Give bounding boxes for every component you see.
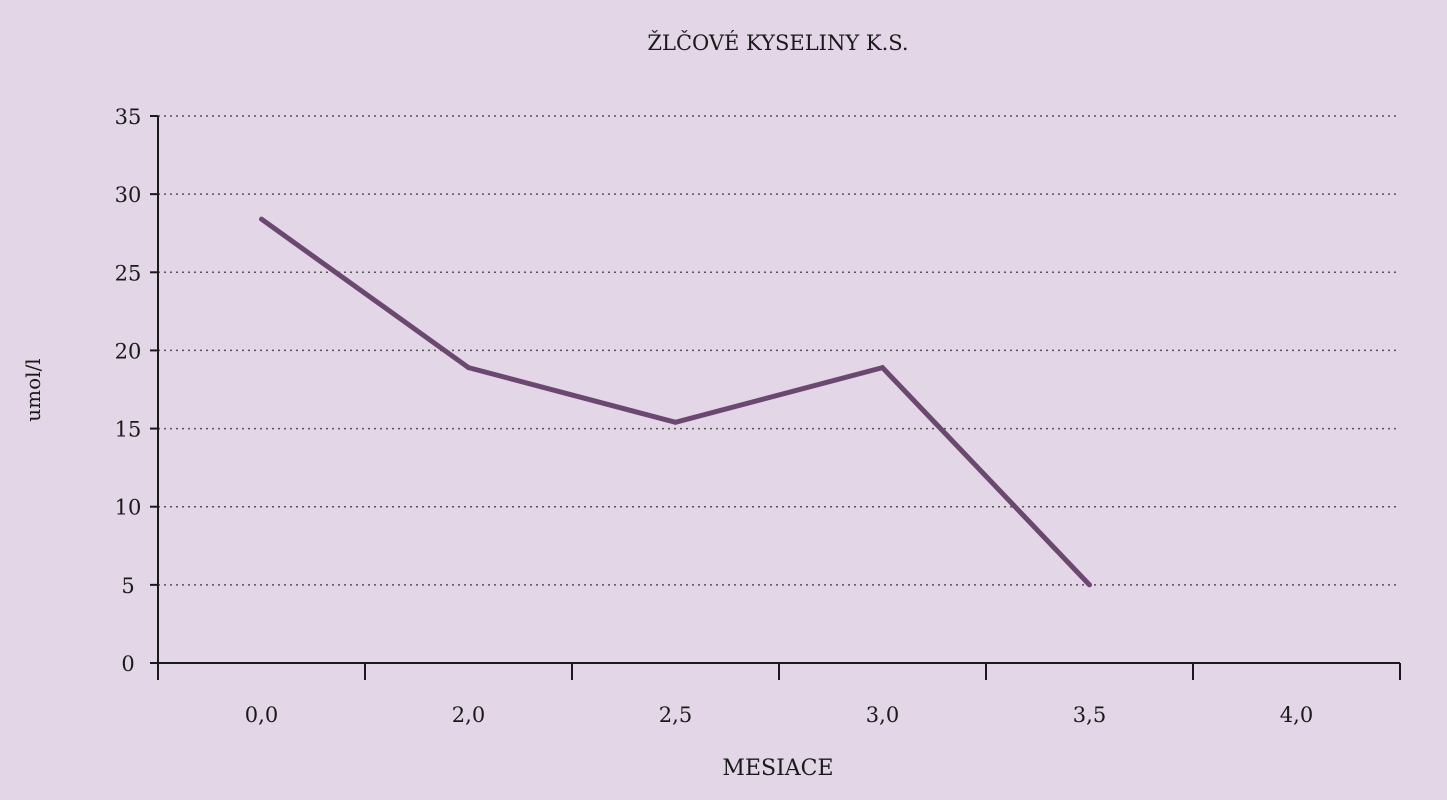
x-tick-label: 2,0 [452,703,485,727]
y-tick-label: 20 [115,339,142,363]
data-point [673,419,678,425]
data-point [259,216,264,222]
x-tick-label: 0,0 [245,703,278,727]
x-axis-label: MESIACE [722,756,833,781]
y-tick-label: 30 [115,183,142,207]
x-tick-labels: 0,0 2,0 2,5 3,0 3,5 4,0 [245,703,1313,727]
x-tick-label: 3,5 [1073,703,1106,727]
y-tick-label: 5 [121,574,134,598]
series [259,216,1092,588]
y-tick-label: 0 [121,652,134,676]
axes [150,115,1401,680]
y-tick-label: 35 [115,105,142,129]
y-tick-labels: 0 5 10 15 20 25 30 35 [115,105,142,676]
y-tick-label: 15 [115,418,142,442]
x-tick-label: 3,0 [866,703,899,727]
data-point [466,365,471,371]
y-tick-label: 25 [115,261,142,285]
data-point [880,365,885,371]
chart-title: ŽLČOVÉ KYSELINY K.S. [647,30,908,55]
data-point [1087,582,1092,588]
x-tick-label: 2,5 [659,703,692,727]
x-tick-label: 4,0 [1280,703,1313,727]
y-axis-label: umol/l [21,358,45,421]
y-tick-label: 10 [115,496,142,520]
